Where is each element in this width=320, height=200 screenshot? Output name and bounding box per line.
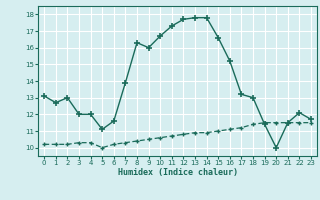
X-axis label: Humidex (Indice chaleur): Humidex (Indice chaleur) (118, 168, 238, 177)
